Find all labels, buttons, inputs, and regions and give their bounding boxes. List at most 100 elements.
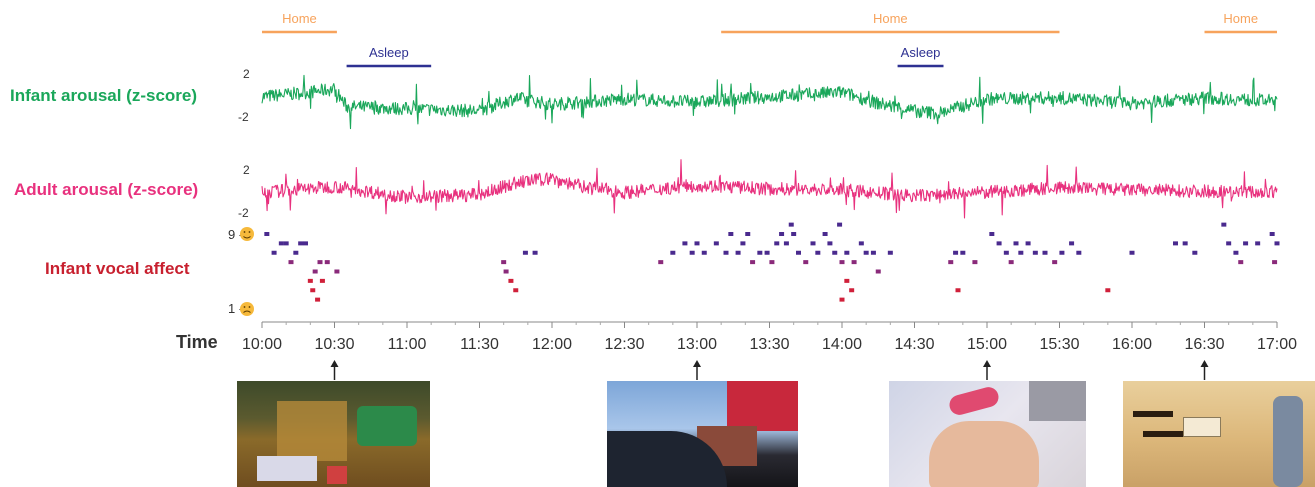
vocal-affect-point <box>740 241 746 246</box>
vocal-affect-point <box>815 250 821 255</box>
infant-arousal-label: Infant arousal (z-score) <box>10 86 197 105</box>
time-tick-label: 16:30 <box>1184 336 1224 353</box>
vocal-affect-point <box>689 250 695 255</box>
vocal-affect-point <box>803 260 809 265</box>
vocal-affect-point <box>1025 241 1031 246</box>
vocal-affect-point <box>757 250 763 255</box>
time-axis: 10:00 10:30 11:00 11:30 12:00 12:30 13:00 13:30… <box>242 321 1297 353</box>
vocal-affect-point <box>972 260 978 265</box>
photo-arrow-icon <box>330 360 339 367</box>
time-tick-label: 13:00 <box>677 336 717 353</box>
vocal-affect-point <box>1192 250 1198 255</box>
vocal-affect-point <box>779 232 785 236</box>
time-tick-label: 10:30 <box>314 336 354 353</box>
time-tick-label: 12:30 <box>604 336 644 353</box>
vocal-affect-point <box>315 297 321 302</box>
vocal-affect-point <box>694 241 700 246</box>
vocal-affect-point <box>796 250 801 255</box>
time-tick-label: 11:30 <box>460 336 499 353</box>
vocal-affect-point <box>750 260 756 265</box>
sad-face-icon <box>240 302 254 316</box>
vocal-affect-point <box>1069 241 1075 246</box>
vocal-affect-point <box>844 250 850 255</box>
vocal-affect-point <box>870 250 876 255</box>
vocal-affect-point <box>996 241 1002 246</box>
photo-street-houses <box>607 381 798 487</box>
vocal-affect-point <box>513 288 519 293</box>
vocal-affect-point <box>832 250 838 255</box>
vocal-affect-point <box>303 241 308 246</box>
vocal-affect-point <box>1272 260 1278 265</box>
vocal-affect-point <box>1003 250 1009 255</box>
vocal-ytick-bottom: 1 - <box>228 301 243 316</box>
context-bars: Home Asleep Home Asleep Home <box>262 11 1277 68</box>
vocal-affect-point <box>989 232 995 236</box>
vocal-affect-point <box>713 241 719 246</box>
time-tick-label: 11:00 <box>388 336 427 353</box>
vocal-affect-point <box>682 241 688 246</box>
vocal-affect-point <box>264 232 270 236</box>
time-tick-label: 14:00 <box>822 336 862 353</box>
vocal-affect-point <box>839 297 845 302</box>
vocal-affect-point <box>701 250 707 255</box>
vocal-affect-point <box>1269 232 1275 236</box>
adult-ytick-top: 2 <box>243 163 250 177</box>
vocal-affect-point <box>745 232 751 236</box>
context-bar-label: Asleep <box>901 45 941 60</box>
vocal-affect-point <box>1042 250 1048 255</box>
infant-ytick-top: 2 <box>243 67 250 81</box>
vocal-affect-point <box>334 269 340 274</box>
vocal-affect-point <box>1221 222 1227 227</box>
vocal-affect-point <box>317 260 323 265</box>
photo-room-wall <box>1123 381 1315 487</box>
vocal-affect-point <box>271 250 277 255</box>
vocal-affect-point <box>1226 241 1232 246</box>
vocal-affect-point <box>1129 250 1135 255</box>
adult-ytick-bottom: -2 <box>238 206 249 220</box>
adult-arousal-series <box>261 159 1278 219</box>
vocal-affect-point <box>764 250 770 255</box>
vocal-affect-point <box>1243 241 1249 246</box>
vocal-affect-point <box>728 232 734 236</box>
vocal-affect-point <box>1182 241 1188 246</box>
time-tick-label: 14:30 <box>894 336 934 353</box>
context-bar-label: Asleep <box>369 45 409 60</box>
time-tick-label: 16:00 <box>1112 336 1152 353</box>
vocal-affect-point <box>310 288 316 293</box>
vocal-affect-point <box>658 260 664 265</box>
vocal-affect-point <box>293 250 299 255</box>
vocal-affect-point <box>1052 260 1058 265</box>
vocal-affect-point <box>501 260 507 265</box>
vocal-affect-point <box>1008 260 1014 265</box>
vocal-affect-point <box>532 250 538 255</box>
vocal-affect-point <box>955 288 961 293</box>
vocal-affect-point <box>670 250 676 255</box>
time-axis-label: Time <box>176 332 218 352</box>
vocal-affect-point <box>875 269 881 274</box>
photo-arrow-icon <box>1200 360 1209 367</box>
infant-vocal-affect-label: Infant vocal affect <box>45 259 190 278</box>
vocal-affect-point <box>312 269 318 274</box>
vocal-affect-point <box>822 232 828 236</box>
vocal-affect-point <box>307 278 313 283</box>
photo-arrow-icon <box>983 360 991 367</box>
vocal-affect-point <box>948 260 954 265</box>
vocal-affect-point <box>1233 250 1239 255</box>
adult-arousal-label: Adult arousal (z-score) <box>14 180 198 199</box>
vocal-affect-point <box>1173 241 1178 246</box>
vocal-affect-point <box>1032 250 1038 255</box>
vocal-affect-point <box>1018 250 1024 255</box>
arousal-line <box>261 74 1278 130</box>
photo-arrow-icon <box>693 360 701 367</box>
vocal-affect-point <box>851 260 857 265</box>
vocal-affect-point <box>837 222 843 227</box>
vocal-affect-point <box>858 241 864 246</box>
vocal-ytick-top: 9 - <box>228 227 243 242</box>
vocal-affect-point <box>1059 250 1065 255</box>
vocal-affect-point <box>1105 288 1111 293</box>
arousal-line <box>261 159 1278 219</box>
vocal-affect-point <box>1076 250 1082 255</box>
vocal-affect-point <box>827 241 833 246</box>
vocal-affect-point <box>1013 241 1019 246</box>
